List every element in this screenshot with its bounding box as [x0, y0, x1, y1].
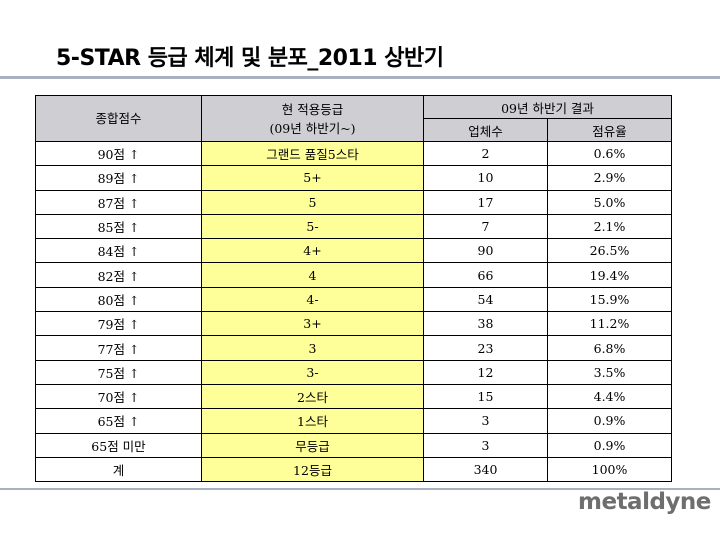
- cell-score: 75점 ↑: [35, 359, 202, 385]
- table-row: 84점 ↑ 4+ 90 26.5%: [35, 238, 673, 264]
- cell-score: 90점 ↑: [35, 140, 202, 167]
- table-row: 89점 ↑ 5+ 10 2.9%: [35, 165, 673, 191]
- table-row: 79점 ↑ 3+ 38 11.2%: [35, 311, 673, 337]
- cell-grade: 5+: [201, 165, 424, 191]
- cell-count: 54: [423, 286, 548, 313]
- cell-grade: 무등급: [201, 432, 424, 458]
- cell-count: 2: [423, 140, 548, 167]
- cell-grade: 5-: [201, 213, 424, 240]
- cell-score: 65점 ↑: [35, 408, 202, 434]
- cell-grade: 그랜드 품질5스타: [201, 140, 424, 167]
- table-row: 65점 미만 무등급 3 0.9%: [35, 432, 673, 458]
- cell-score: 79점 ↑: [35, 311, 202, 337]
- cell-grade: 4+: [201, 238, 424, 264]
- table-row: 70점 ↑ 2스타 15 4.4%: [35, 383, 673, 410]
- table-row: 65점 ↑ 1스타 3 0.9%: [35, 408, 673, 434]
- table-row: 82점 ↑ 4 66 19.4%: [35, 262, 673, 288]
- cell-share: 4.4%: [546, 383, 673, 410]
- cell-share: 6.8%: [546, 335, 673, 361]
- table-row: 90점 ↑ 그랜드 품질5스타 2 0.6%: [35, 140, 673, 167]
- cell-grade: 3-: [201, 359, 424, 385]
- table-row: 75점 ↑ 3- 12 3.5%: [35, 359, 673, 385]
- page-title: 5-STAR 등급 체계 및 분포_2011 상반기: [56, 46, 444, 71]
- cell-score: 84점 ↑: [35, 238, 202, 264]
- cell-count: 10: [423, 165, 548, 191]
- cell-share: 3.5%: [546, 359, 673, 385]
- cell-share: 19.4%: [546, 262, 673, 288]
- table-row: 80점 ↑ 4- 54 15.9%: [35, 286, 673, 313]
- cell-score: 87점 ↑: [35, 189, 202, 215]
- cell-count: 3: [423, 408, 548, 434]
- cell-count: 7: [423, 213, 548, 240]
- cell-count: 90: [423, 238, 548, 264]
- table-header: 종합점수 현 적용등급 (09년 하반기~) 09년 하반기 결과 업체수 점유…: [35, 95, 673, 142]
- header-result-group: 09년 하반기 결과: [422, 95, 673, 119]
- cell-grade: 4-: [201, 286, 424, 313]
- cell-share: 2.9%: [546, 165, 673, 191]
- header-grade-line2: (09년 하반기~): [269, 120, 356, 136]
- cell-share: 0.6%: [546, 140, 673, 167]
- metaldyne-logo: metaldyne: [578, 489, 711, 515]
- cell-count: 66: [423, 262, 548, 288]
- cell-share: 0.9%: [546, 408, 673, 434]
- cell-grade: 3+: [201, 311, 424, 337]
- table-body: 90점 ↑ 그랜드 품질5스타 2 0.6% 89점 ↑ 5+ 10 2.9% 87점 ↑ 5 17…: [35, 140, 673, 483]
- cell-share: 15.9%: [546, 286, 673, 313]
- cell-score: 80점 ↑: [35, 286, 202, 313]
- cell-share: 5.0%: [546, 189, 673, 215]
- table-row: 77점 ↑ 3 23 6.8%: [35, 335, 673, 361]
- cell-score: 65점 미만: [35, 432, 202, 458]
- header-count: 업체수: [423, 118, 548, 142]
- cell-share: 11.2%: [546, 311, 673, 337]
- header-score: 종합점수: [35, 95, 202, 142]
- cell-count: 340: [423, 456, 548, 483]
- cell-share: 26.5%: [546, 238, 673, 264]
- cell-score: 계: [35, 456, 202, 483]
- cell-count: 12: [423, 359, 548, 385]
- cell-count: 23: [423, 335, 548, 361]
- header-grade: 현 적용등급 (09년 하반기~): [201, 95, 424, 142]
- cell-score: 70점 ↑: [35, 383, 202, 410]
- title-divider: [0, 76, 720, 79]
- cell-count: 38: [423, 311, 548, 337]
- cell-share: 0.9%: [546, 432, 673, 458]
- cell-grade: 4: [201, 262, 424, 288]
- cell-grade: 12등급: [201, 456, 424, 483]
- cell-share: 100%: [546, 456, 673, 483]
- table-row: 계 12등급 340 100%: [35, 456, 673, 483]
- table-row: 85점 ↑ 5- 7 2.1%: [35, 213, 673, 240]
- cell-grade: 1스타: [201, 408, 424, 434]
- cell-grade: 5: [201, 189, 424, 215]
- cell-score: 85점 ↑: [35, 213, 202, 240]
- table-row: 87점 ↑ 5 17 5.0%: [35, 189, 673, 215]
- cell-count: 15: [423, 383, 548, 410]
- cell-count: 17: [423, 189, 548, 215]
- cell-score: 82점 ↑: [35, 262, 202, 288]
- cell-score: 89점 ↑: [35, 165, 202, 191]
- header-grade-line1: 현 적용등급: [281, 101, 344, 117]
- table: 종합점수 현 적용등급 (09년 하반기~) 09년 하반기 결과 업체수 점유…: [35, 95, 673, 483]
- footer-divider: [0, 488, 720, 490]
- cell-score: 77점 ↑: [35, 335, 202, 361]
- cell-grade: 3: [201, 335, 424, 361]
- header-share: 점유율: [546, 118, 673, 142]
- cell-count: 3: [423, 432, 548, 458]
- cell-grade: 2스타: [201, 383, 424, 410]
- cell-share: 2.1%: [546, 213, 673, 240]
- grade-distribution-table: 종합점수 현 적용등급 (09년 하반기~) 09년 하반기 결과 업체수 점유…: [35, 95, 673, 483]
